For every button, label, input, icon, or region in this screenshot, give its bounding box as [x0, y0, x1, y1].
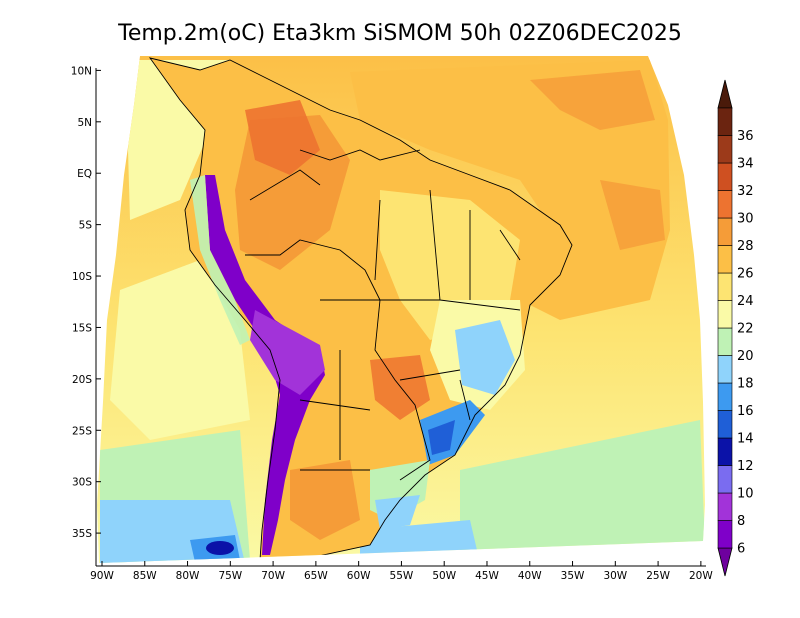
temperature-field	[97, 56, 705, 563]
colorbar-label: 8	[737, 514, 745, 529]
chaco-hot	[370, 355, 430, 420]
x-tick-label: 70W	[261, 570, 285, 582]
y-tick-label: 10N	[71, 65, 92, 77]
colorbar-label: 16	[737, 404, 754, 419]
coastline-outline	[148, 57, 573, 561]
y-tick-label: 15S	[72, 322, 92, 334]
x-axis: 90W 85W 80W 75W 70W 65W 60W 55W 50W 45W 40W 35W 30W 2…	[90, 561, 713, 582]
x-tick-label: 80W	[176, 570, 200, 582]
argentina-hot	[290, 460, 360, 540]
colorbar-segment	[717, 520, 733, 549]
brazil-highlands-cool	[455, 320, 515, 395]
colorbar-label: 14	[737, 432, 754, 447]
colorbar-label: 30	[737, 212, 754, 227]
colorbar-segment	[717, 327, 733, 356]
colorbar-segment	[717, 217, 733, 246]
andes-cold	[205, 175, 325, 555]
colorbar-segment	[717, 272, 733, 301]
x-tick-label: 40W	[518, 570, 542, 582]
y-tick-label: 20S	[72, 374, 92, 386]
y-tick-label: 30S	[72, 477, 92, 489]
colorbar-segment	[717, 135, 733, 164]
x-tick-label: 35W	[561, 570, 585, 582]
y-tick-label: 10S	[72, 271, 92, 283]
andes-cool-edge	[190, 175, 250, 345]
colorbar-label: 12	[737, 459, 754, 474]
x-tick-label: 75W	[218, 570, 242, 582]
colorbar-segment	[717, 300, 733, 329]
colorbar-segment	[717, 355, 733, 384]
x-tick-label: 25W	[646, 570, 670, 582]
x-tick-label: 65W	[304, 570, 328, 582]
y-tick-label: EQ	[77, 168, 92, 180]
colorbar-low-extend	[717, 547, 733, 577]
x-tick-label: 90W	[90, 570, 114, 582]
cold-core	[206, 541, 234, 555]
y-tick-label: 35S	[72, 528, 92, 540]
colorbar-label: 18	[737, 377, 754, 392]
political-boundaries	[148, 57, 573, 561]
x-tick-label: 55W	[390, 570, 414, 582]
y-axis: 10N 5N EQ 5S 10S 15S 20S 25S 30S 35S	[71, 65, 101, 566]
colorbar-segment	[717, 190, 733, 219]
colorbar-label: 28	[737, 239, 754, 254]
colorbar: 6 8 10 12 14 16 18 20 22 24 26 28 30 32 34 36	[717, 79, 754, 577]
serra-cold	[428, 420, 455, 455]
colorbar-label: 20	[737, 349, 754, 364]
colorbar-label: 32	[737, 184, 754, 199]
colorbar-label: 22	[737, 322, 754, 337]
colorbar-segment	[717, 162, 733, 191]
y-tick-label: 25S	[72, 425, 92, 437]
colorbar-label: 34	[737, 157, 754, 172]
colorbar-segment	[717, 410, 733, 439]
state-lines	[299, 189, 521, 471]
altiplano-cold	[250, 310, 325, 395]
colorbar-label: 36	[737, 129, 754, 144]
pacific-coastal	[110, 260, 250, 440]
x-tick-label: 45W	[475, 570, 499, 582]
south-atlantic-cool	[460, 420, 705, 560]
colorbar-segment	[717, 437, 733, 466]
x-tick-label: 60W	[347, 570, 371, 582]
uruguay-cool	[375, 495, 420, 530]
colorbar-segment	[717, 245, 733, 274]
atlantic-hot-patches	[530, 70, 665, 250]
map-title: Temp.2m(oC) Eta3km SiSMOM 50h 02Z06DEC20…	[117, 21, 682, 46]
colorbar-segment	[717, 465, 733, 494]
colorbar-label: 10	[737, 487, 754, 502]
x-tick-label: 30W	[603, 570, 627, 582]
colorbar-label: 26	[737, 267, 754, 282]
x-tick-label: 50W	[432, 570, 456, 582]
northern-border	[249, 149, 421, 201]
y-tick-label: 5N	[77, 117, 92, 129]
x-tick-label: 85W	[133, 570, 157, 582]
colorbar-segment	[717, 382, 733, 411]
colorbar-segment	[717, 492, 733, 521]
x-tick-label: 20W	[689, 570, 713, 582]
colorbar-label: 24	[737, 294, 754, 309]
colorbar-segment	[717, 107, 733, 136]
colorbar-label: 6	[737, 542, 745, 557]
colombia-hot	[245, 100, 320, 175]
y-tick-label: 5S	[79, 220, 93, 232]
colorbar-high-extend	[717, 79, 733, 109]
